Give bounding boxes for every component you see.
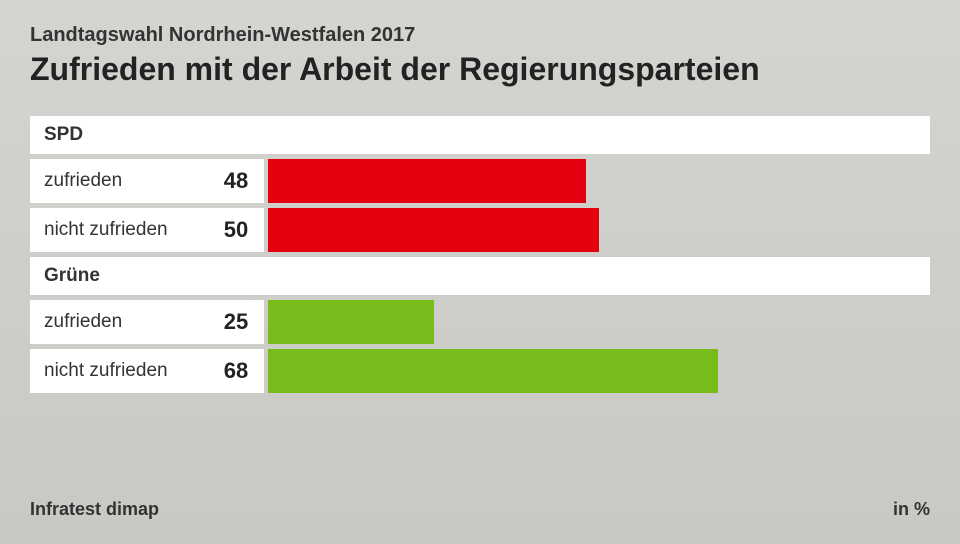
bar-fill [268,300,434,344]
bar-chart: SPDzufrieden48nicht zufrieden50Grünezufr… [30,116,930,393]
chart-footer: Infratest dimap in % [30,499,930,520]
bar-row: zufrieden25 [30,300,930,344]
bar-track [268,208,930,252]
unit-label: in % [893,499,930,520]
bar-value: 48 [208,159,264,203]
bar-row: nicht zufrieden50 [30,208,930,252]
chart-subtitle: Landtagswahl Nordrhein-Westfalen 2017 [30,24,930,47]
bar-fill [268,349,718,393]
bar-fill [268,159,586,203]
bar-track [268,349,930,393]
bar-track [268,300,930,344]
chart-title: Zufrieden mit der Arbeit der Regierungsp… [30,51,930,88]
bar-label: zufrieden [30,300,208,344]
bar-value: 68 [208,349,264,393]
bar-label: nicht zufrieden [30,208,208,252]
bar-row: zufrieden48 [30,159,930,203]
bar-row: nicht zufrieden68 [30,349,930,393]
bar-value: 25 [208,300,264,344]
bar-label: zufrieden [30,159,208,203]
bar-track [268,159,930,203]
bar-fill [268,208,599,252]
bar-label: nicht zufrieden [30,349,208,393]
group-header: SPD [30,116,930,154]
group-header: Grüne [30,257,930,295]
chart-header: Landtagswahl Nordrhein-Westfalen 2017 Zu… [30,24,930,88]
bar-value: 50 [208,208,264,252]
source-label: Infratest dimap [30,499,159,520]
